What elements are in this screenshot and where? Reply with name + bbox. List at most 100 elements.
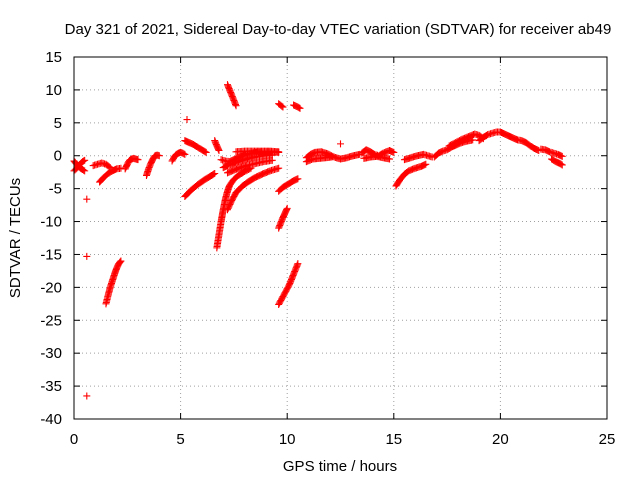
y-tick-label: -10 [40, 214, 62, 231]
data-point [295, 104, 303, 112]
data-point [283, 204, 291, 212]
data-point [202, 148, 210, 156]
data-points [70, 81, 566, 400]
y-tick-label: -30 [40, 345, 62, 362]
data-point [83, 392, 91, 400]
x-axis-label: GPS time / hours [283, 458, 397, 475]
data-point [155, 152, 163, 160]
data-point [183, 116, 191, 124]
series-arc-02 [70, 156, 89, 175]
data-point [558, 152, 566, 160]
data-point [80, 166, 88, 174]
series-arc-14 [181, 169, 219, 201]
data-point [134, 156, 142, 164]
data-point [337, 140, 344, 148]
data-point [180, 150, 188, 158]
data-point [328, 153, 336, 161]
series-arc-26 [275, 204, 291, 232]
series-arc-03 [83, 195, 91, 203]
grid-lines [74, 57, 607, 419]
data-point [268, 156, 276, 164]
series-arc-30 [337, 140, 344, 148]
x-tick-label: 10 [279, 431, 296, 448]
data-point [201, 148, 209, 156]
y-tick-label: -20 [40, 279, 62, 296]
data-point [279, 103, 287, 111]
data-point [232, 102, 240, 110]
series-arc-15 [211, 137, 223, 154]
series-arc-33 [392, 160, 430, 190]
series-arc-32 [360, 152, 394, 163]
data-point [210, 170, 218, 178]
data-point [81, 167, 89, 175]
x-tick-label: 25 [599, 431, 616, 448]
data-point [211, 169, 219, 177]
data-point [390, 148, 398, 156]
x-tick-labels: 0 5 10 15 20 25 [70, 431, 616, 448]
y-tick-labels: -40 -35 -30 -25 -20 -15 -10 -5 0 5 10 15 [40, 49, 62, 428]
data-point [83, 195, 91, 203]
y-tick-label: 15 [45, 49, 62, 66]
series-arc-22 [232, 147, 283, 156]
y-tick-label: -40 [40, 411, 62, 428]
data-point [116, 258, 124, 266]
series-arc-10 [142, 151, 163, 179]
data-point [115, 259, 123, 267]
x-tick-label: 20 [492, 431, 509, 448]
data-point [83, 252, 91, 260]
data-point [215, 146, 223, 154]
y-tick-label: -5 [49, 181, 62, 198]
data-point [296, 104, 304, 112]
series-arc-25 [275, 175, 302, 195]
series-arc-39 [537, 145, 566, 160]
series-arc-11 [168, 148, 189, 165]
series-arc-09 [121, 154, 142, 173]
data-point [422, 160, 430, 168]
chart-title: Day 321 of 2021, Sidereal Day-to-day VTE… [65, 21, 612, 38]
data-point [278, 102, 286, 110]
data-point [81, 156, 89, 164]
x-tick-label: 15 [385, 431, 402, 448]
x-tick-label: 0 [70, 431, 78, 448]
plot-frame [73, 56, 608, 420]
y-tick-label: -15 [40, 246, 62, 263]
data-point [181, 150, 189, 158]
data-point [80, 157, 88, 165]
series-arc-27 [275, 260, 302, 308]
series-arc-24 [290, 101, 304, 112]
data-point [557, 160, 565, 168]
y-tick-label: 10 [45, 82, 62, 99]
series-arc-16 [213, 164, 255, 252]
series-arc-23 [275, 100, 287, 111]
y-tick-label: -35 [40, 378, 62, 395]
series-arc-20 [224, 164, 283, 214]
series-arc-29 [302, 153, 336, 166]
series-arc-18 [219, 151, 276, 172]
data-point [275, 148, 283, 156]
series-arc-19 [224, 156, 276, 177]
series-arc-07 [96, 164, 125, 186]
data-point [294, 260, 302, 268]
data-point [558, 161, 566, 169]
y-tick-label: 0 [54, 148, 62, 165]
data-point [294, 175, 302, 183]
data-point [386, 155, 394, 163]
y-tick-label: -25 [40, 312, 62, 329]
series-arc-13 [181, 137, 210, 156]
data-point [117, 257, 125, 265]
series-arc-08 [102, 257, 125, 308]
x-tick-label: 5 [176, 431, 184, 448]
y-axis-label: SDTVAR / TECUs [7, 178, 24, 298]
series-arc-12 [183, 116, 191, 124]
series-arc-40 [548, 155, 566, 169]
data-point [105, 163, 113, 171]
y-tick-label: 5 [54, 115, 62, 132]
data-point [275, 164, 283, 172]
series-arc-06 [89, 159, 114, 172]
series-arc-05 [83, 392, 91, 400]
series-arc-04 [83, 252, 91, 260]
series-arc-38 [505, 132, 543, 154]
axis-ticks [73, 56, 608, 420]
